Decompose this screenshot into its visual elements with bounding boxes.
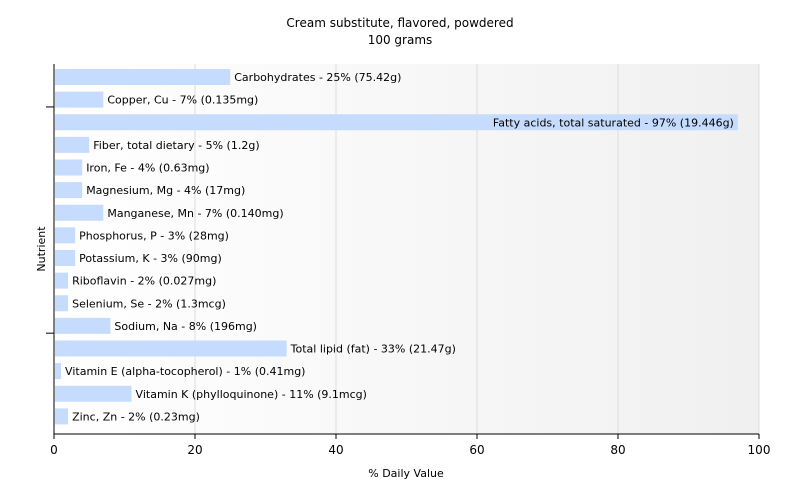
bar (55, 159, 83, 176)
bar (55, 385, 132, 402)
bar-label: Carbohydrates - 25% (75.42g) (234, 71, 401, 84)
bar-label: Sodium, Na - 8% (196mg) (114, 320, 257, 333)
x-tick-label: 60 (469, 443, 484, 457)
x-tick-label: 80 (610, 443, 625, 457)
bar (55, 182, 83, 199)
bar (55, 69, 231, 85)
bar-label: Total lipid (fat) - 33% (21.47g) (290, 343, 456, 356)
bar (55, 295, 69, 312)
bar (55, 91, 104, 108)
y-axis-label: Nutrient (35, 226, 48, 272)
bar (55, 204, 104, 221)
bar (55, 408, 69, 425)
x-tick-label: 0 (50, 443, 58, 457)
bar (55, 136, 90, 153)
bar-label: Zinc, Zn - 2% (0.23mg) (72, 410, 200, 423)
x-tick-label: 20 (187, 443, 202, 457)
bar-label: Selenium, Se - 2% (1.3mcg) (72, 297, 226, 310)
chart-subtitle: 100 grams (368, 33, 433, 47)
bar-label: Copper, Cu - 7% (0.135mg) (107, 94, 258, 107)
bar (55, 250, 76, 266)
bar (55, 114, 738, 131)
bar-label: Potassium, K - 3% (90mg) (79, 252, 222, 265)
bar (55, 340, 287, 357)
x-tick-label: 40 (328, 443, 343, 457)
bar-label: Riboflavin - 2% (0.027mg) (72, 275, 216, 288)
bar-label: Fiber, total dietary - 5% (1.2g) (93, 139, 259, 152)
x-tick-label: 100 (748, 443, 771, 457)
bar-label: Vitamin K (phylloquinone) - 11% (9.1mcg) (136, 388, 367, 401)
x-axis-ticks: 0 20 40 60 80 100 (50, 434, 770, 457)
bar (55, 317, 111, 334)
bar (55, 363, 62, 380)
bars: Carbohydrates - 25% (75.42g) Copper, Cu -… (55, 69, 738, 425)
bar-label: Magnesium, Mg - 4% (17mg) (86, 184, 245, 197)
bar-label: Fatty acids, total saturated - 97% (19.4… (493, 116, 734, 129)
chart-title: Cream substitute, flavored, powdered (286, 16, 513, 30)
bar-label: Vitamin E (alpha-tocopherol) - 1% (0.41m… (65, 365, 305, 378)
bar-label: Phosphorus, P - 3% (28mg) (79, 229, 229, 242)
bar (55, 227, 76, 244)
bar (55, 272, 69, 289)
bar-label: Manganese, Mn - 7% (0.140mg) (107, 207, 283, 220)
bar-label: Iron, Fe - 4% (0.63mg) (86, 162, 209, 175)
axes (46, 64, 759, 435)
x-axis-label: % Daily Value (368, 467, 444, 480)
